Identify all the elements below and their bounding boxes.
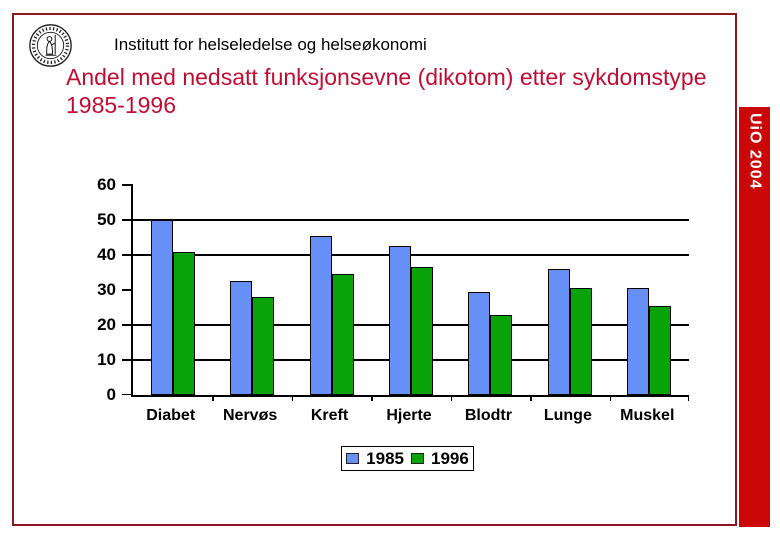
y-axis-tick-40 bbox=[122, 254, 133, 256]
chart-plot-area bbox=[122, 184, 689, 401]
y-axis-label-30: 30 bbox=[97, 280, 116, 299]
bar-1996-Hjerte bbox=[411, 267, 433, 395]
y-axis-label-40: 40 bbox=[97, 245, 116, 264]
bar-1985-Blodtr bbox=[468, 291, 491, 395]
university-seal-logo bbox=[29, 24, 72, 67]
x-axis-tick-1 bbox=[212, 395, 214, 401]
x-axis-label-Kreft: Kreft bbox=[310, 407, 349, 424]
y-axis-tick-0 bbox=[122, 393, 133, 395]
gridline-50 bbox=[133, 219, 689, 221]
x-axis-label-Muskel: Muskel bbox=[620, 407, 675, 424]
uio-sidebar-strip: UiO 2004 bbox=[739, 107, 770, 527]
slide-title: Andel med nedsatt funksjonsevne (dikotom… bbox=[66, 63, 756, 119]
x-axis-label-Diabet: Diabet bbox=[146, 407, 196, 424]
bar-1985-Nervøs bbox=[230, 281, 253, 395]
legend-label-1996: 1996 bbox=[431, 448, 469, 468]
x-axis-label-Blodtr: Blodtr bbox=[464, 407, 512, 424]
bar-1996-Blodtr bbox=[490, 314, 513, 395]
bar-1985-Kreft bbox=[309, 235, 332, 395]
slide-title-line2: 1985-1996 bbox=[66, 92, 176, 118]
bar-1996-Kreft bbox=[331, 274, 354, 395]
institute-header: Institutt for helseledelse og helseøkono… bbox=[114, 35, 427, 54]
y-axis-label-20: 20 bbox=[97, 315, 116, 334]
y-axis-label-50: 50 bbox=[97, 210, 116, 229]
bar-1996-Lunge bbox=[569, 288, 592, 395]
x-axis-tick-7 bbox=[687, 395, 689, 401]
y-axis-label-0: 0 bbox=[106, 385, 116, 404]
x-axis-tick-5 bbox=[530, 395, 532, 401]
bar-1985-Diabet bbox=[150, 220, 173, 395]
legend-label-1985: 1985 bbox=[366, 448, 404, 468]
y-axis-tick-10 bbox=[122, 359, 133, 361]
bar-1985-Muskel bbox=[627, 288, 650, 395]
x-axis-label-Nervøs: Nervøs bbox=[223, 407, 278, 424]
chart-legend: 1985 1996 bbox=[341, 446, 474, 471]
y-axis-tick-20 bbox=[122, 324, 133, 326]
gridline-40 bbox=[133, 254, 689, 256]
legend-swatch-1985 bbox=[346, 453, 360, 464]
x-axis-tick-4 bbox=[450, 395, 453, 401]
x-axis-tick-3 bbox=[371, 395, 373, 401]
bar-1996-Diabet bbox=[172, 251, 195, 395]
x-axis-tick-6 bbox=[609, 395, 612, 401]
x-axis-tick-2 bbox=[291, 395, 294, 401]
x-axis-label-Lunge: Lunge bbox=[543, 407, 592, 424]
legend-swatch-1996 bbox=[411, 453, 424, 464]
uio-sidebar-label: UiO 2004 bbox=[746, 113, 764, 190]
y-axis-label-60: 60 bbox=[97, 175, 116, 194]
bar-1985-Hjerte bbox=[389, 246, 411, 395]
bar-1996-Nervøs bbox=[252, 297, 275, 395]
y-axis-label-10: 10 bbox=[97, 350, 116, 369]
y-axis-tick-60 bbox=[122, 184, 133, 186]
slide-title-line1: Andel med nedsatt funksjonsevne (dikotom… bbox=[66, 64, 707, 90]
slide-border bbox=[12, 13, 737, 526]
bar-1996-Muskel bbox=[649, 305, 672, 395]
bar-1985-Lunge bbox=[547, 269, 570, 395]
x-axis-label-Hjerte: Hjerte bbox=[386, 407, 432, 424]
y-axis-tick-50 bbox=[122, 219, 133, 221]
y-axis-tick-30 bbox=[122, 289, 133, 291]
